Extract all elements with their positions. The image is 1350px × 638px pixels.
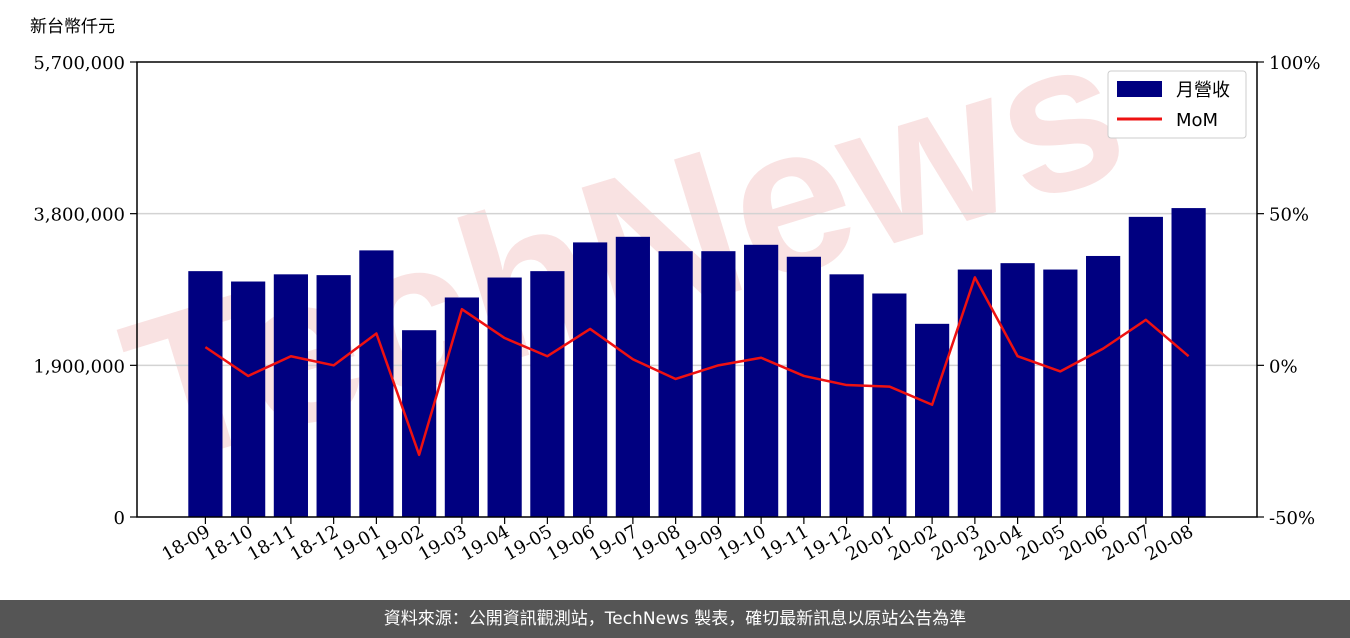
x-tick-label: 19-03 [415,521,470,565]
line-series [204,276,1190,457]
revenue-bar [231,281,266,517]
legend-bar-swatch [1117,81,1162,97]
x-tick-label: 18-09 [158,521,213,565]
revenue-bar [573,242,608,517]
x-tick-label: 19-06 [543,521,598,565]
revenue-bar [444,297,479,517]
right-tick-label: -50% [1269,508,1315,529]
x-tick-label: 19-08 [629,521,684,565]
revenue-bar [1086,255,1121,517]
x-tick-label: 18-12 [287,521,342,565]
x-tick-label: 19-11 [757,521,812,565]
revenue-bar [1171,208,1206,517]
x-tick-label: 20-04 [971,521,1026,565]
x-tick-label: 20-03 [928,521,983,565]
right-axis: 100% 50% 0% -50% [1257,53,1320,529]
revenue-bar [786,256,821,517]
x-tick-label: 18-10 [201,521,256,565]
x-tick-label: 19-04 [458,521,513,565]
source-footer: 資料來源：公開資訊觀測站，TechNews 製表，確切最新訊息以原站公告為準 [0,600,1350,638]
x-tick-label: 19-09 [671,521,726,565]
revenue-bar [957,269,992,517]
revenue-bar [316,275,351,517]
revenue-bar [1128,216,1163,517]
x-tick-label: 20-01 [842,521,897,565]
x-tick-label: 20-05 [1013,521,1068,565]
x-tick-label: 20-07 [1099,521,1154,565]
plot-frame [136,61,1258,518]
left-tick-label: 5,700,000 [33,53,125,74]
revenue-bar [1000,263,1035,517]
revenue-bar [273,274,308,517]
x-tick-label: 19-05 [500,521,555,565]
mom-line [204,276,1190,457]
x-tick-label: 20-02 [885,521,940,565]
revenue-bar [701,251,736,517]
revenue-bar [1043,269,1078,517]
x-tick-label: 19-07 [586,521,641,565]
left-tick-label: 0 [114,508,125,529]
revenue-bar [615,236,650,517]
chart-canvas: TechNews 新台幣仟元 5,700,0003,800,0001,900,0… [30,0,1320,565]
legend: 月營收 MoM [1107,70,1247,139]
revenue-bar [829,274,864,517]
x-tick-label: 18-11 [244,521,299,565]
x-tick-label: 19-12 [800,521,855,565]
legend-label-revenue: 月營收 [1176,80,1230,101]
revenue-bar [359,250,394,517]
left-tick-label: 3,800,000 [33,205,125,226]
x-tick-label: 19-01 [329,521,384,565]
x-tick-label: 20-08 [1142,521,1197,565]
revenue-bar [915,323,950,517]
x-tick-label: 19-02 [372,521,427,565]
revenue-bar [487,277,522,517]
revenue-bar [658,251,693,517]
revenue-bar [744,244,779,517]
revenue-bar [872,293,907,517]
right-tick-label: 50% [1269,205,1309,226]
x-tick-label: 20-06 [1056,521,1111,565]
revenue-bar [188,271,223,517]
legend-label-mom: MoM [1176,110,1218,131]
y-axis-unit-label: 新台幣仟元 [30,17,115,37]
revenue-bar [530,271,565,517]
x-tick-label: 19-10 [714,521,769,565]
x-axis: 18-0918-1018-1118-1219-0119-0219-0319-04… [158,517,1197,565]
right-tick-label: 100% [1269,53,1320,74]
left-tick-label: 1,900,000 [33,356,125,377]
right-tick-label: 0% [1269,356,1298,377]
bar-series [188,208,1206,517]
left-axis: 5,700,000 3,800,000 1,900,000 0 [33,53,137,529]
